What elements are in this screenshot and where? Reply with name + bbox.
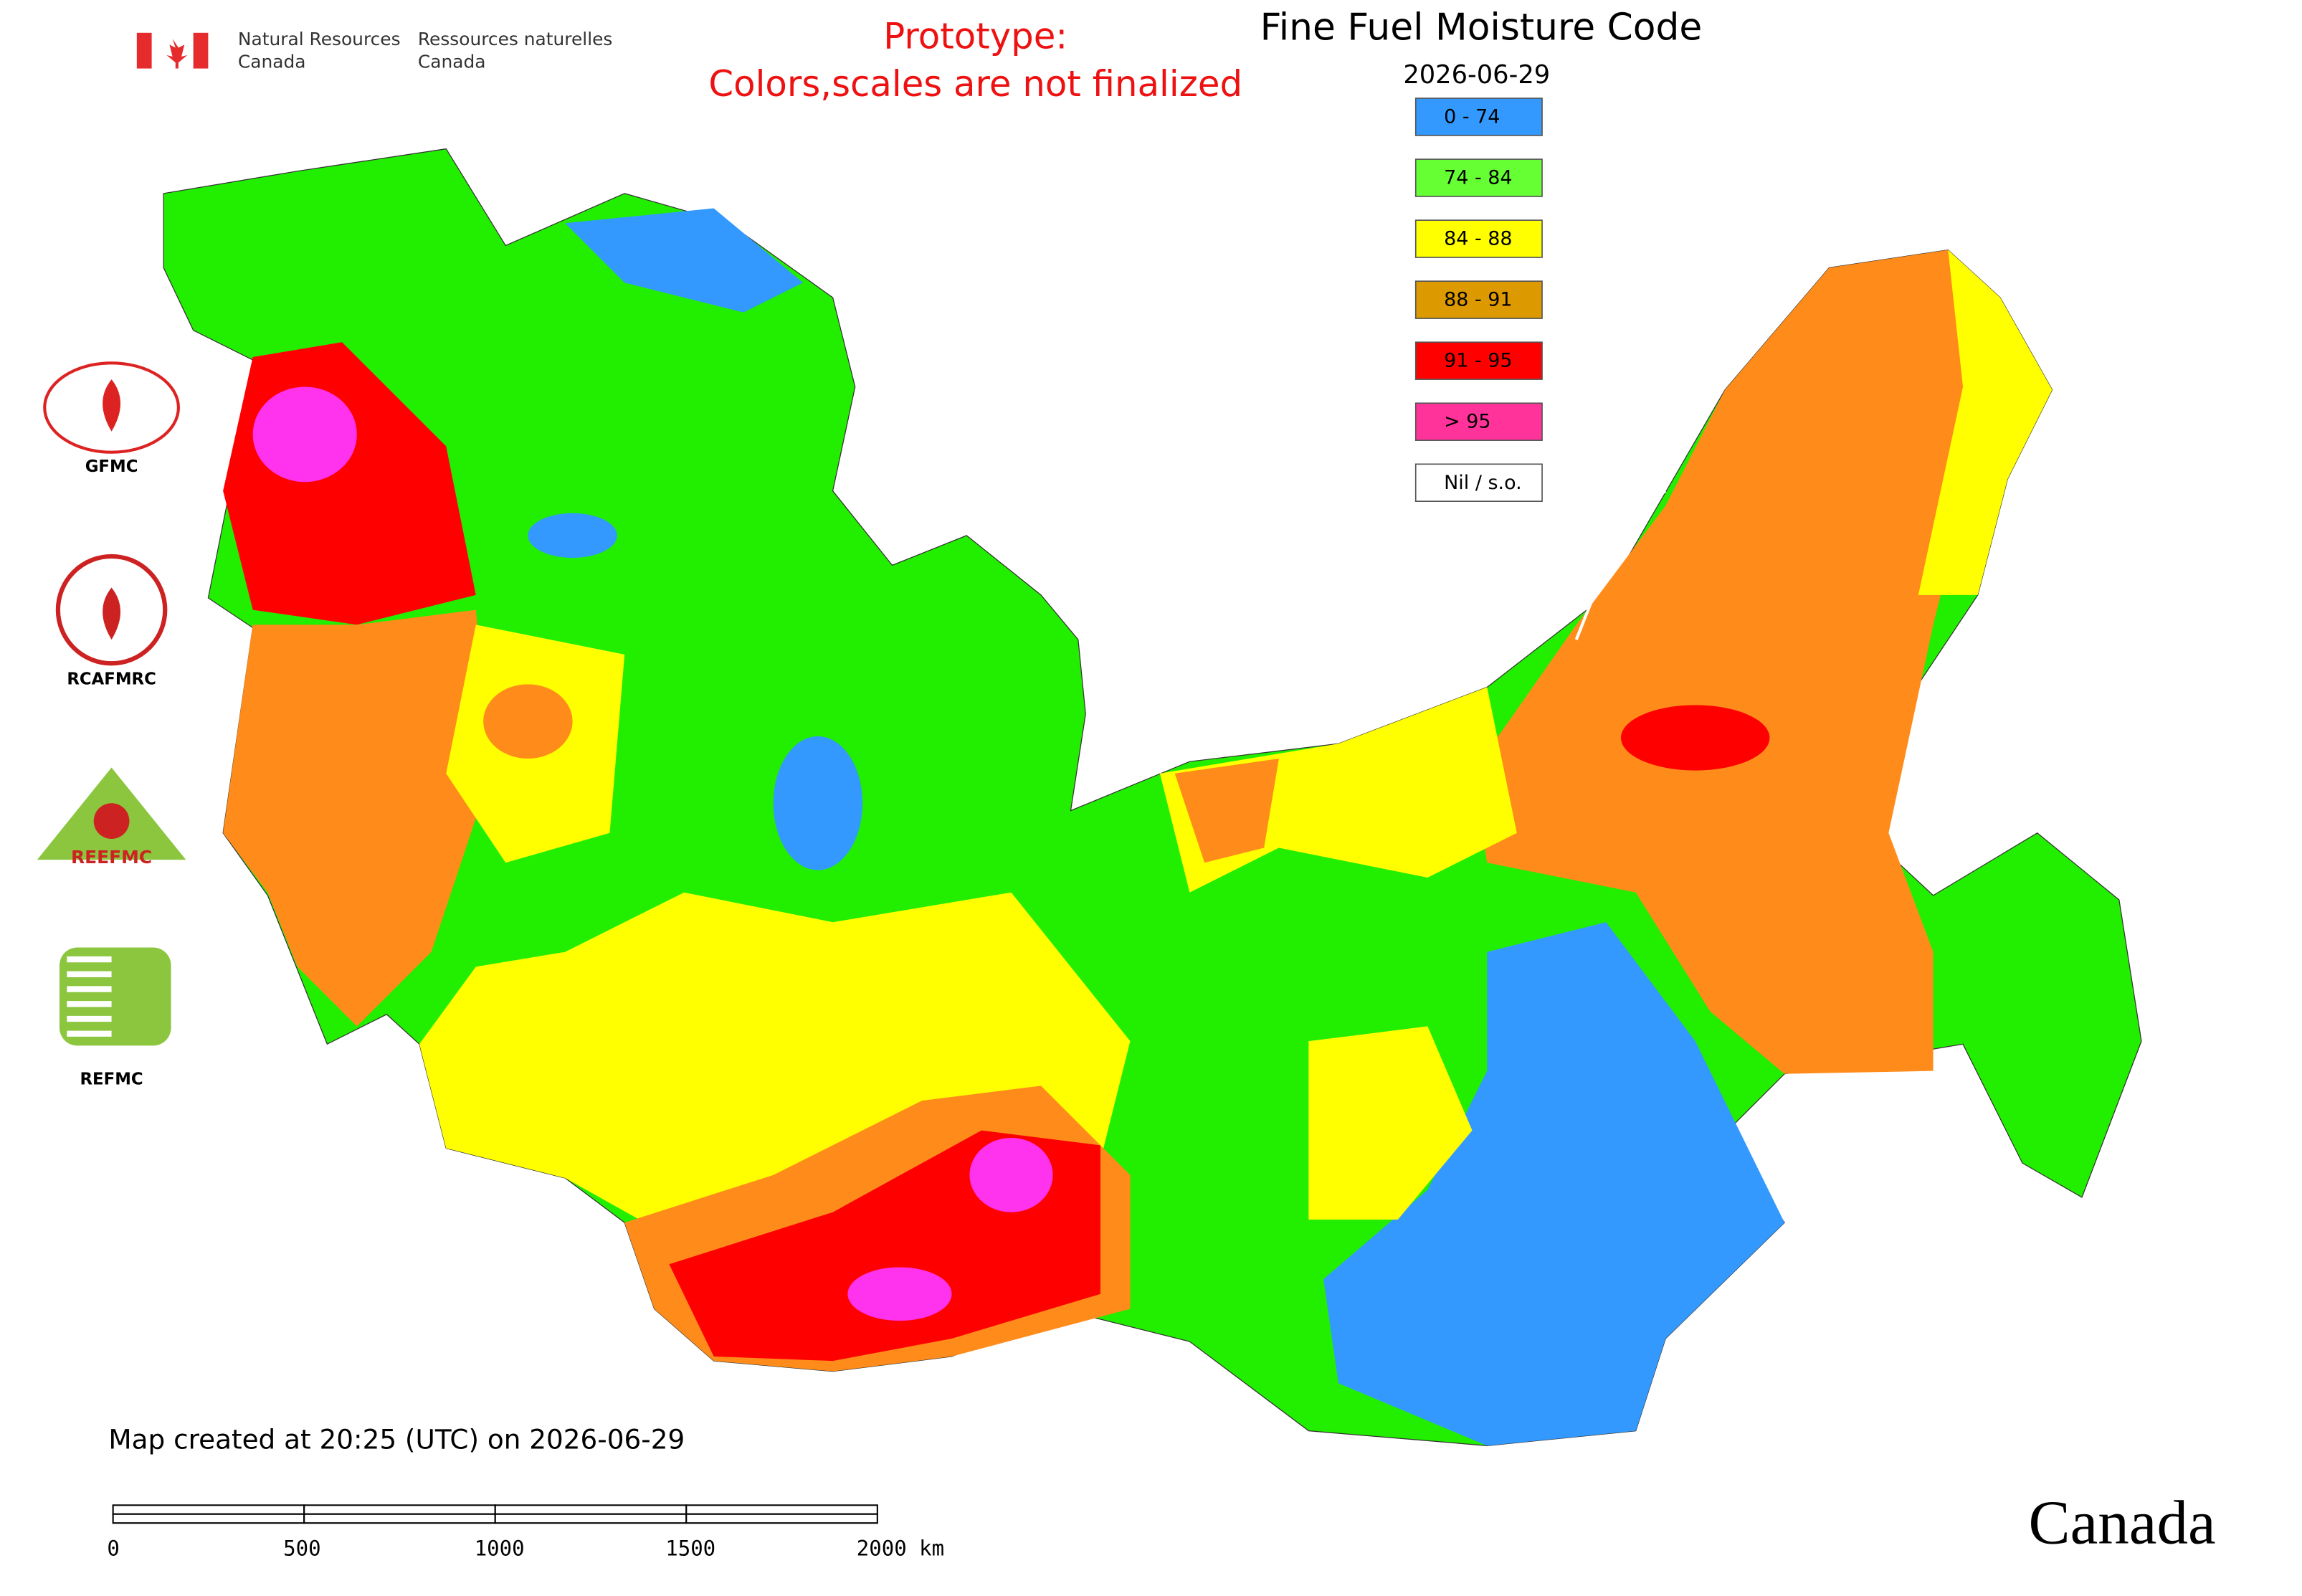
legend-label: Nil / s.o.	[1444, 472, 1522, 494]
legend-swatch	[1414, 402, 1543, 441]
scale-segment	[112, 1513, 305, 1524]
legend-label: 84 - 88	[1444, 228, 1512, 250]
legend-swatch	[1414, 341, 1543, 380]
logo	[55, 554, 168, 666]
wordmark: Canada	[2028, 1488, 2215, 1557]
scale-segment	[494, 1504, 688, 1515]
legend-label: > 95	[1444, 411, 1490, 433]
legend-swatch	[1414, 219, 1543, 258]
logo-label: REEFMC	[71, 847, 152, 868]
scale-segment	[112, 1504, 305, 1515]
legend: 0 - 74 74 - 84 84 - 88 88 - 91 91 - 95 > 95 Ni…	[1414, 98, 1543, 503]
agency-fr: Canada	[418, 51, 486, 72]
scale-bar: 0 500 1000 1500 2000 km	[107, 1504, 944, 1561]
map-title: Fine Fuel Moisture Code	[1260, 6, 1703, 49]
scale-segment	[303, 1513, 496, 1524]
scale-label: 0	[107, 1536, 119, 1561]
flag	[136, 32, 209, 69]
legend-label: 74 - 84	[1444, 167, 1512, 189]
legend-swatch	[1414, 158, 1543, 197]
map-date: 2026-06-29	[1403, 60, 1550, 90]
map	[163, 148, 2142, 1446]
footer-note: Map created at 20:25 (UTC) on 2026-06-29	[108, 1424, 685, 1455]
logo	[59, 947, 171, 1046]
logo-label: GFMC	[85, 457, 138, 476]
legend-label: 88 - 91	[1444, 289, 1512, 311]
legend-label: 0 - 74	[1444, 106, 1500, 128]
legend-swatch	[1414, 98, 1543, 136]
legend-swatch	[1414, 463, 1543, 503]
scale-label: 500	[283, 1536, 320, 1561]
notice: Colors,scales are not finalized	[708, 63, 1242, 105]
logo	[43, 361, 180, 454]
agency-fr: Ressources naturelles	[418, 29, 613, 49]
agency-en: Canada	[238, 51, 306, 72]
logo	[37, 767, 186, 860]
legend-label: 91 - 95	[1444, 350, 1512, 372]
scale-label: 1000	[475, 1536, 525, 1561]
scale-segment	[303, 1504, 496, 1515]
scale-label: 1500	[665, 1536, 715, 1561]
scale-segment	[685, 1513, 878, 1524]
logo-label: RCAFMRC	[67, 670, 156, 689]
scale-label: 2000 km	[857, 1536, 944, 1561]
logo-label: REFMC	[80, 1070, 143, 1089]
scale-segment	[494, 1513, 688, 1524]
scale-segment	[685, 1504, 878, 1515]
legend-swatch	[1414, 280, 1543, 319]
agency-en: Natural Resources	[238, 29, 401, 49]
notice: Prototype:	[883, 16, 1067, 57]
